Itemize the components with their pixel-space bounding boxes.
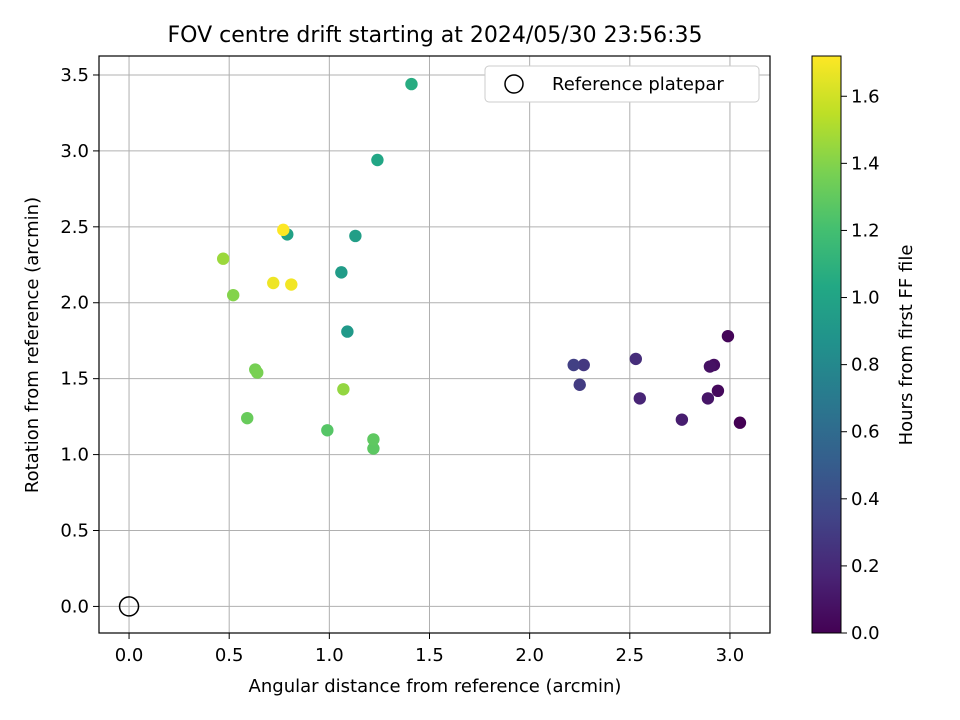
legend-label: Reference platepar	[552, 74, 724, 95]
data-point	[335, 266, 348, 279]
colorbar-ticks: 0.0 0.2 0.4 0.6 0.8 1.0 1.2 1.4 1.6	[841, 86, 880, 644]
data-point	[341, 325, 354, 338]
legend: Reference platepar	[484, 65, 760, 103]
colorbar: 0.0 0.2 0.4 0.6 0.8 1.0 1.2 1.4 1.6 Hours from f…	[811, 55, 917, 644]
colorbar-tick-label: 0.8	[851, 355, 880, 376]
y-axis-label: Rotation from reference (arcmin)	[22, 197, 43, 493]
x-tick-label: 1.0	[315, 645, 344, 666]
data-point	[577, 358, 590, 372]
colorbar-gradient	[811, 55, 842, 634]
data-point	[633, 392, 647, 405]
data-point	[321, 424, 334, 437]
chart-title: FOV centre drift starting at 2024/05/30 …	[168, 23, 703, 48]
x-tick-label: 2.5	[615, 645, 644, 666]
data-point	[227, 288, 240, 302]
legend-box	[484, 65, 760, 103]
colorbar-label: Hours from first FF file	[896, 245, 917, 446]
data-point	[701, 392, 715, 405]
x-tick-label: 1.5	[415, 645, 444, 666]
x-axis-ticks: 0.0 0.5 1.0 1.5 2.0 2.5 3.0	[115, 633, 745, 666]
data-point	[629, 352, 642, 366]
x-tick-label: 0.5	[215, 645, 244, 666]
y-tick-label: 2.5	[60, 217, 89, 238]
colorbar-tick-label: 1.0	[851, 288, 880, 309]
x-tick-label: 0.0	[115, 645, 144, 666]
x-tick-label: 3.0	[716, 645, 745, 666]
data-point	[285, 278, 298, 291]
grid-lines	[99, 56, 770, 633]
y-tick-label: 0.5	[60, 521, 89, 542]
data-point	[711, 384, 725, 398]
plot-area-frame	[98, 55, 771, 634]
data-point	[267, 276, 280, 290]
y-tick-label: 1.5	[60, 369, 89, 390]
data-point	[251, 366, 264, 379]
data-point	[216, 252, 230, 265]
data-point	[277, 223, 290, 237]
colorbar-tick-label: 1.2	[851, 220, 880, 241]
data-point	[703, 360, 717, 373]
y-tick-label: 0.0	[60, 596, 89, 617]
data-point	[349, 229, 362, 243]
reference-platepar-marker	[118, 596, 140, 617]
reference-point-group	[118, 596, 140, 617]
colorbar-tick-label: 1.6	[851, 86, 880, 107]
x-tick-label: 2.0	[515, 645, 544, 666]
data-point	[721, 329, 735, 343]
data-point	[675, 413, 689, 426]
data-point	[567, 358, 580, 372]
colorbar-tick-label: 0.2	[851, 556, 880, 577]
y-tick-label: 3.5	[60, 65, 89, 86]
data-point	[733, 416, 747, 429]
data-point	[371, 153, 384, 167]
data-point	[367, 442, 380, 455]
y-tick-label: 2.0	[60, 293, 89, 314]
data-points	[216, 77, 747, 455]
x-axis-label: Angular distance from reference (arcmin)	[249, 676, 622, 697]
data-point	[405, 77, 418, 91]
data-point	[573, 378, 586, 391]
y-axis-ticks: 0.0 0.5 1.0 1.5 2.0 2.5 3.0 3.5	[60, 65, 99, 617]
colorbar-tick-label: 1.4	[851, 153, 880, 174]
data-point	[367, 433, 380, 446]
data-point	[337, 383, 350, 396]
colorbar-tick-label: 0.4	[851, 489, 880, 510]
y-tick-label: 1.0	[60, 445, 89, 466]
colorbar-tick-label: 0.6	[851, 422, 880, 443]
y-tick-label: 3.0	[60, 141, 89, 162]
colorbar-tick-label: 0.0	[851, 623, 880, 644]
legend-marker-open-circle-icon	[504, 74, 524, 94]
data-point	[241, 411, 254, 425]
